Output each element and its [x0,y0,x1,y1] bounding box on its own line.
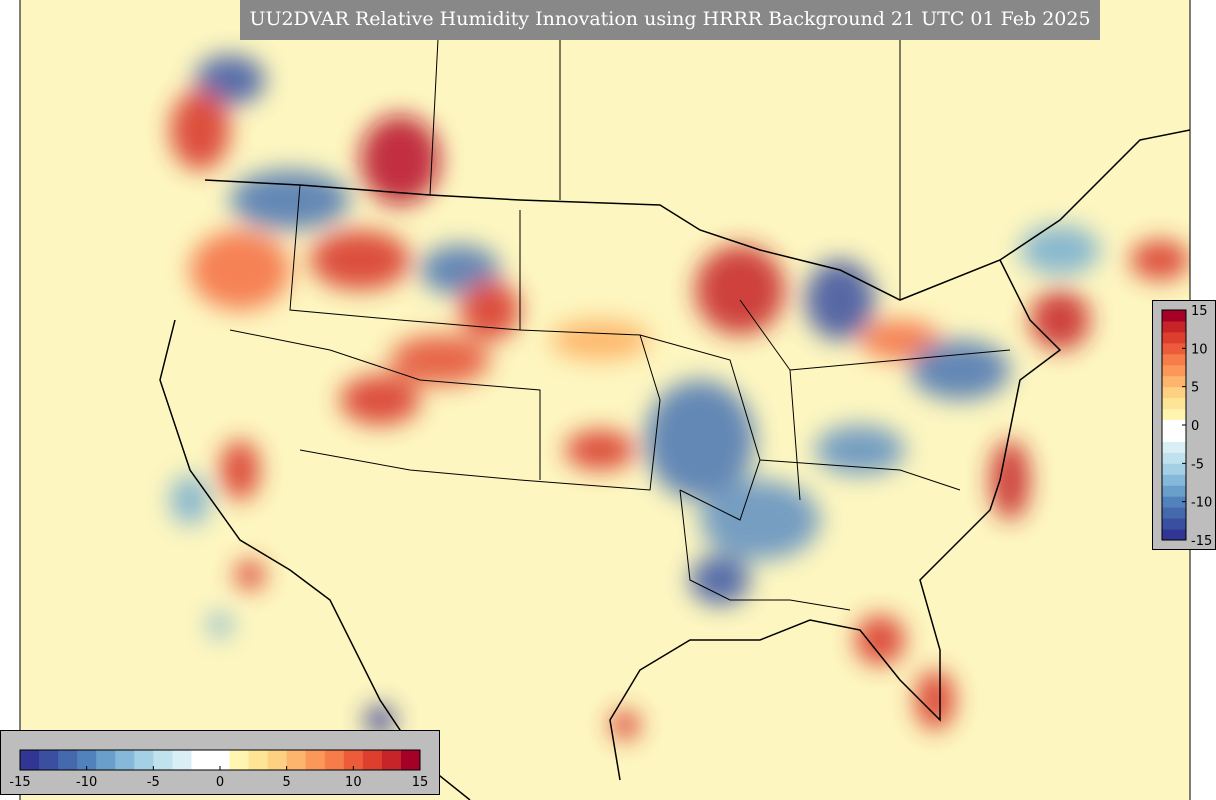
colorbar-tick-label: 5 [283,775,291,790]
colorbar-segment [1162,529,1186,541]
colorbar-segment [1162,342,1186,355]
colorbar-segment [229,750,250,770]
colorbar-segment [58,750,78,770]
colorbar-tick-label: -15 [1191,534,1212,549]
colorbar-segment [1162,353,1186,366]
colorbar-segment [1162,441,1186,453]
colorbar-segment [153,750,173,770]
colorbar-segment [1162,320,1186,333]
colorbar-tick-label: 0 [216,775,224,790]
colorbar-segment [1162,463,1186,475]
colorbar-segment [191,750,211,770]
colorbar-segment [172,750,192,770]
colorbar-segment [1162,386,1186,399]
colorbar-tick-label: 0 [1191,419,1199,434]
colorbar-segment [1162,310,1186,322]
colorbar-segment [134,750,154,770]
colorbar-segment [1162,452,1186,464]
colorbar-segment [1162,496,1186,508]
colorbar-tick-label: 10 [1191,342,1208,357]
humidity-field [170,55,1190,740]
colorbar-segment [381,750,402,770]
colorbar-tick-label: -15 [9,775,30,790]
colorbar-tick-label: -5 [1191,457,1204,472]
colorbar-segment [210,750,231,770]
colorbar-segment [1162,375,1186,388]
colorbar-segment [324,750,345,770]
colorbar-segment [286,750,307,770]
colorbar-tick-label: -10 [76,775,97,790]
colorbar-segment [267,750,288,770]
colorbar-segment [39,750,59,770]
colorbar-segment [362,750,383,770]
colorbar-segment [305,750,326,770]
colorbar-tick-label: 15 [1191,304,1208,319]
colorbar-tick-label: 15 [412,775,429,790]
title-box [240,0,1100,40]
colorbar-tick-label: 10 [345,775,362,790]
colorbar-segment [96,750,116,770]
colorbar-segment [400,750,421,770]
map [20,0,1190,800]
colorbar-segment [1162,419,1186,431]
colorbar-segment [77,750,97,770]
colorbar-tick-label: -10 [1191,496,1212,511]
colorbar-segment [248,750,269,770]
colorbar-segment [1162,474,1186,486]
colorbar-segment [20,750,40,770]
colorbar-segment [1162,430,1186,442]
colorbar-segment [1162,364,1186,377]
colorbar-segment [1162,518,1186,530]
colorbar-segment [115,750,135,770]
colorbar-segment [1162,485,1186,497]
colorbar-segment [1162,507,1186,519]
colorbar-tick-label: -5 [147,775,160,790]
colorbar-tick-label: 5 [1191,381,1199,396]
boundaries [159,0,1190,800]
colorbar-segment [1162,408,1186,421]
title: UU2DVAR Relative Humidity Innovation usi… [249,8,1090,30]
colorbar-segment [1162,331,1186,344]
colorbar-segment [1162,397,1186,410]
colorbar-segment [343,750,364,770]
